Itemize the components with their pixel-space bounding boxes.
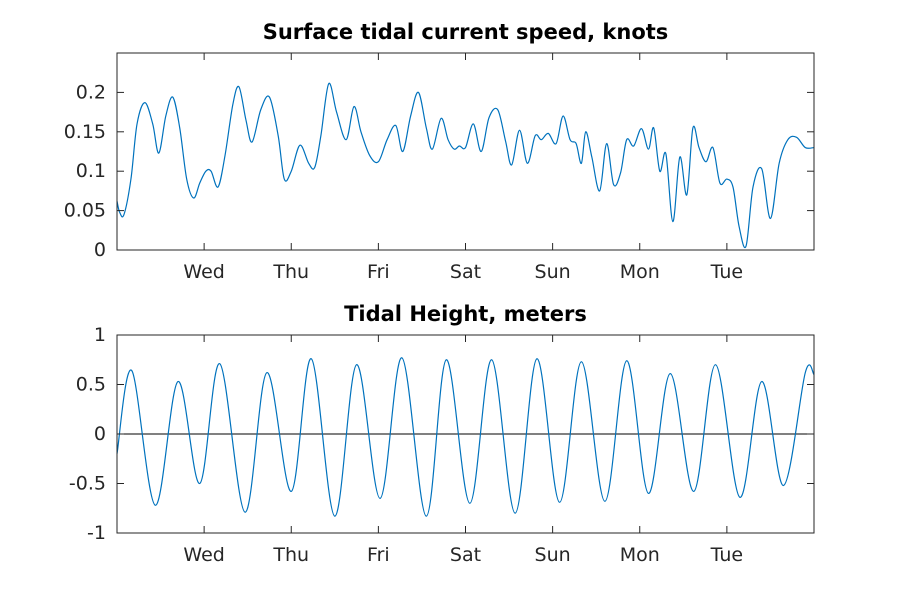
current-speed-x-tick-label: Thu [272,261,309,283]
current-speed-y-tick-label: 0.05 [64,200,106,222]
tidal-height-y-tick-label: 0 [94,423,106,445]
tidal-height-chart-title: Tidal Height, meters [344,302,587,326]
current-speed-panel: Surface tidal current speed, knots 0 0.05 0… [64,20,815,283]
tidal-height-y-tick-label: -1 [87,522,106,544]
current-speed-y-tick-label: 0 [94,239,106,261]
tidal-height-x-tick-label: Mon [620,544,660,566]
current-speed-y-tick-label: 0.2 [76,81,106,103]
tidal-height-x-tick-label: Tue [710,544,743,566]
current-speed-y-tick-label: 0.15 [64,121,106,143]
tidal-height-x-tick-label: Thu [272,544,309,566]
current-speed-x-tick-label: Fri [367,261,390,283]
current-speed-x-tick-label: Mon [620,261,660,283]
tidal-height-y-tick-label: -0.5 [69,473,106,495]
tidal-height-y-tick-label: 1 [94,324,106,346]
tidal-height-x-tick-label: Sat [450,544,481,566]
current-speed-y-tick-label: 0.1 [76,160,106,182]
tidal-height-panel: Tidal Height, meters -1 -0.5 0 0.5 1 Wed Thu Fri… [69,302,815,566]
tidal-height-x-tick-label: Wed [183,544,224,566]
tidal-height-series-line [116,357,815,517]
current-speed-x-tick-label: Sat [450,261,481,283]
tidal-height-y-tick-label: 0.5 [76,374,106,396]
current-speed-x-tick-label: Wed [183,261,224,283]
tidal-height-x-tick-label: Fri [367,544,390,566]
current-speed-x-tick-label: Sun [535,261,571,283]
current-speed-series-line [116,82,815,249]
current-speed-chart-title: Surface tidal current speed, knots [263,20,669,44]
tidal-height-x-tick-label: Sun [535,544,571,566]
current-speed-x-tick-label: Tue [710,261,743,283]
